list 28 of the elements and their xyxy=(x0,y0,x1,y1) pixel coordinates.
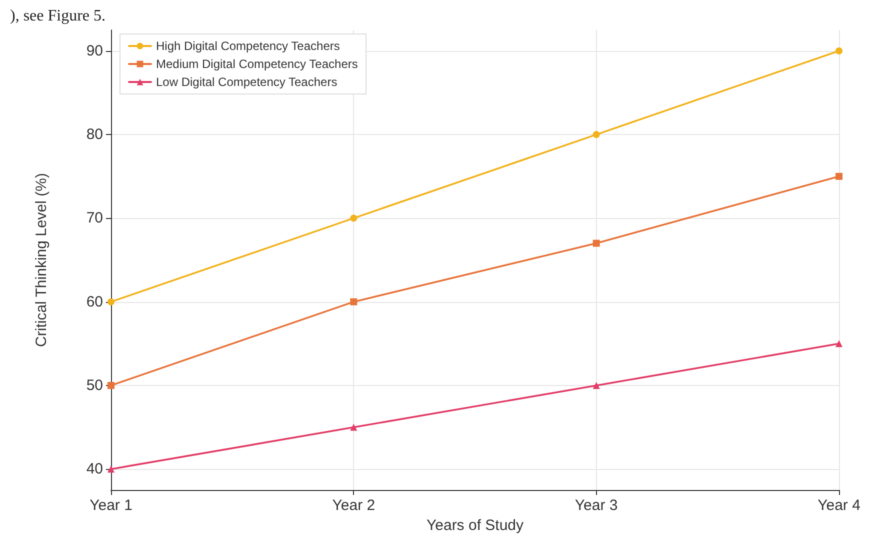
x-tick-label: Year 2 xyxy=(332,497,376,514)
point xyxy=(108,382,114,389)
text: ), see Figure 5. xyxy=(10,8,106,24)
x-tick-label: Year 4 xyxy=(818,497,860,514)
point xyxy=(350,298,358,306)
point xyxy=(108,466,114,473)
y-tick-label: 80 xyxy=(86,126,103,144)
y-tick-label: 90 xyxy=(86,42,103,60)
x-axis-title: Years of Study xyxy=(426,517,524,534)
point xyxy=(108,298,114,306)
y-tick-label: 70 xyxy=(86,210,103,227)
legend-label: Medium Digital Competency Teachers xyxy=(156,57,358,71)
point xyxy=(350,424,358,431)
x-tick-label: Year 3 xyxy=(574,497,618,514)
point xyxy=(350,214,358,222)
point xyxy=(836,172,842,180)
legend-label: Low Digital Competency Teachers xyxy=(156,75,338,89)
point xyxy=(836,47,842,54)
legend-label: High Digital Competency Teachers xyxy=(156,39,340,53)
point xyxy=(836,340,842,348)
y-tick-label: 50 xyxy=(86,376,103,394)
point xyxy=(592,240,600,247)
y-tick-label: 40 xyxy=(86,460,103,478)
y-axis-title: Critical Thinking Level (%) xyxy=(33,173,50,347)
point xyxy=(592,131,600,138)
x-tick-label: Year 1 xyxy=(90,497,132,514)
point xyxy=(592,382,600,389)
y-tick-label: 60 xyxy=(86,293,103,310)
